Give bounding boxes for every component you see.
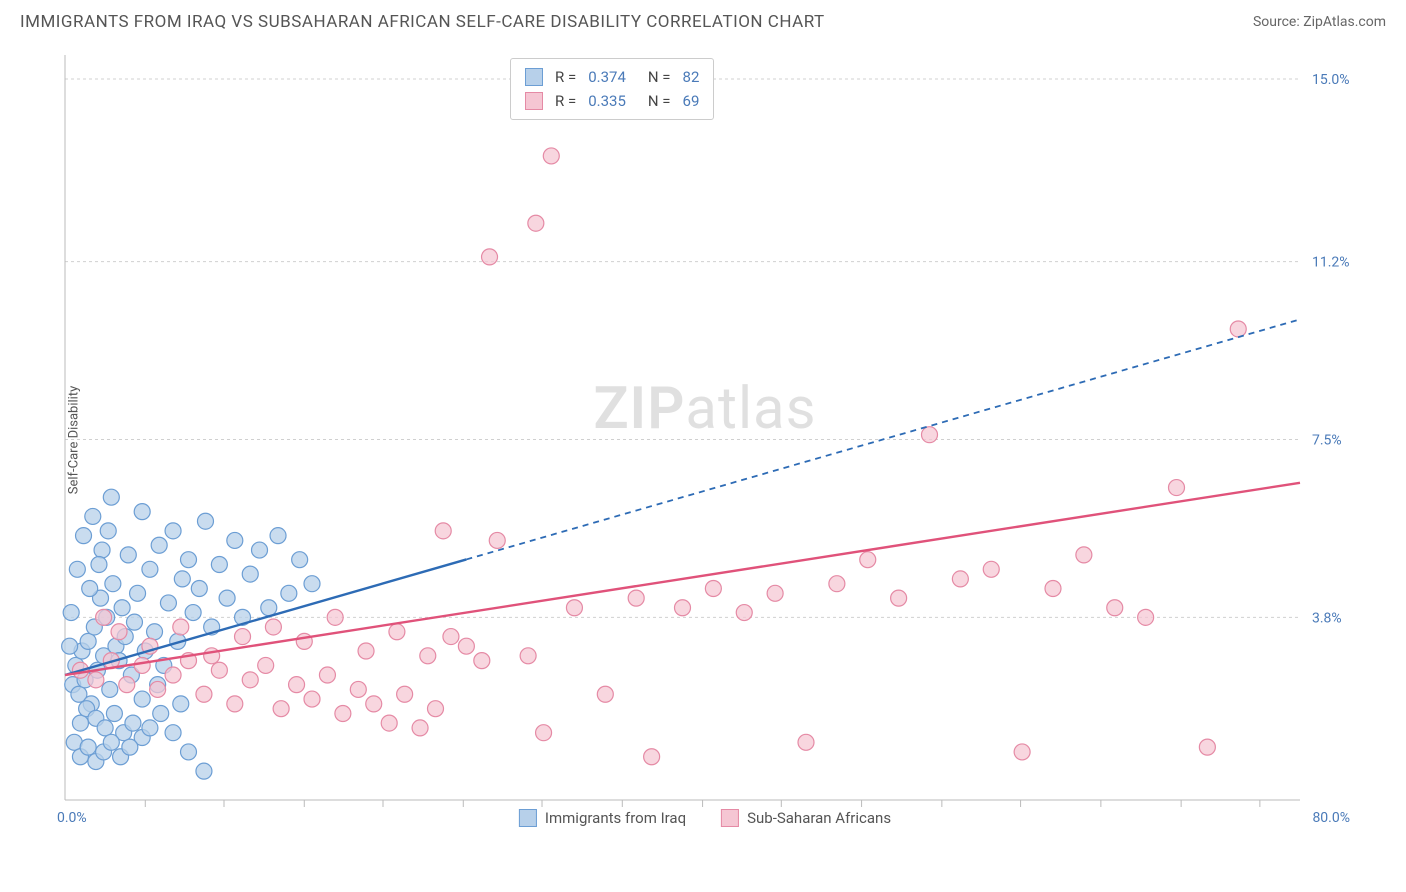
svg-text:0.0%: 0.0% (57, 810, 87, 825)
legend-label-iraq: Immigrants from Iraq (545, 809, 686, 827)
n-value-iraq: 82 (683, 65, 700, 89)
source-prefix: Source: (1253, 14, 1303, 30)
swatch-iraq-icon (519, 809, 537, 827)
scatter-plot-svg: 3.8% 7.5% 11.2% 15.0% 0.0% 80.0% (55, 55, 1355, 825)
svg-text:15.0%: 15.0% (1312, 72, 1350, 88)
source-attribution: Source: ZipAtlas.com (1253, 14, 1386, 30)
chart-header: IMMIGRANTS FROM IRAQ VS SUBSAHARAN AFRIC… (0, 0, 1406, 40)
legend-label-ssa: Sub-Saharan Africans (747, 809, 891, 827)
legend-item-ssa: Sub-Saharan Africans (721, 809, 891, 827)
chart-title: IMMIGRANTS FROM IRAQ VS SUBSAHARAN AFRIC… (20, 12, 825, 32)
svg-text:7.5%: 7.5% (1312, 433, 1342, 449)
r-value-ssa: 0.335 (588, 89, 626, 113)
swatch-ssa-icon (721, 809, 739, 827)
chart-area: Self-Care Disability 3.8%7.5%11.2%15.0%0… (55, 55, 1355, 825)
swatch-ssa-icon (525, 92, 543, 110)
r-value-iraq: 0.374 (588, 65, 626, 89)
r-label: R = (555, 89, 576, 113)
legend-stats-row-iraq: R = 0.374 N = 82 (525, 65, 699, 89)
svg-text:80.0%: 80.0% (1312, 810, 1350, 825)
n-label: N = (648, 65, 671, 89)
svg-text:11.2%: 11.2% (1312, 255, 1350, 271)
r-label: R = (555, 65, 576, 89)
legend-series: Immigrants from Iraq Sub-Saharan African… (519, 809, 891, 827)
legend-item-iraq: Immigrants from Iraq (519, 809, 686, 827)
n-value-ssa: 69 (683, 89, 700, 113)
svg-text:3.8%: 3.8% (1312, 610, 1342, 626)
legend-stats-row-ssa: R = 0.335 N = 69 (525, 89, 699, 113)
legend-stats-box: R = 0.374 N = 82 R = 0.335 N = 69 (510, 58, 714, 120)
n-label: N = (648, 89, 671, 113)
source-name: ZipAtlas.com (1303, 14, 1386, 30)
swatch-iraq-icon (525, 68, 543, 86)
